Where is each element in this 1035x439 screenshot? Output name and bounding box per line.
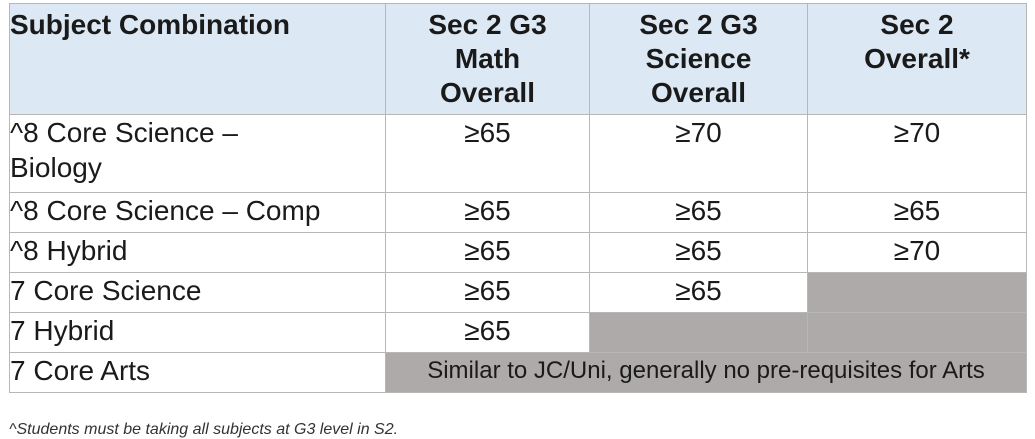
- overall-value: ≥65: [807, 192, 1027, 233]
- header-line: Math: [454, 43, 521, 74]
- row-label: 7 Hybrid: [9, 312, 386, 353]
- empty-cell: [807, 272, 1027, 313]
- empty-cell: [589, 312, 808, 353]
- footnote: ^Students must be taking all subjects at…: [9, 421, 399, 438]
- overall-value: ≥70: [807, 232, 1027, 273]
- math-value: ≥65: [385, 232, 590, 273]
- overall-value: ≥70: [807, 114, 1027, 193]
- table-row: 7 Hybrid ≥65: [9, 312, 1027, 353]
- header-line: Overall*: [864, 43, 970, 74]
- row-label-line: ^8 Core Science –: [10, 117, 238, 148]
- table-row: ^8 Core Science – Comp ≥65 ≥65 ≥65: [9, 192, 1027, 233]
- row-label: 7 Core Arts: [9, 352, 386, 393]
- header-line: Overall: [651, 77, 746, 108]
- subject-combination-table: Subject Combination Sec 2 G3 Math Overal…: [9, 3, 1027, 393]
- table-row: 7 Core Arts Similar to JC/Uni, generally…: [9, 352, 1027, 393]
- science-value: ≥65: [589, 272, 808, 313]
- header-subject-combination: Subject Combination: [9, 3, 386, 115]
- empty-cell: [807, 312, 1027, 353]
- math-value: ≥65: [385, 312, 590, 353]
- header-science-overall: Sec 2 G3 Science Overall: [589, 3, 808, 115]
- math-value: ≥65: [385, 192, 590, 233]
- row-label: ^8 Core Science – Biology: [9, 114, 386, 193]
- arts-note: Similar to JC/Uni, generally no pre-requ…: [385, 352, 1027, 393]
- header-overall: Sec 2 Overall*: [807, 3, 1027, 115]
- header-line: Overall: [440, 77, 535, 108]
- header-row: Subject Combination Sec 2 G3 Math Overal…: [9, 3, 1027, 115]
- header-line: Science: [645, 43, 752, 74]
- header-line: Sec 2 G3: [639, 9, 758, 40]
- science-value: ≥65: [589, 192, 808, 233]
- science-value: ≥70: [589, 114, 808, 193]
- header-line: Sec 2 G3: [428, 9, 547, 40]
- math-value: ≥65: [385, 272, 590, 313]
- row-label: ^8 Hybrid: [9, 232, 386, 273]
- header-line: Subject Combination: [10, 9, 290, 40]
- row-label-line: Biology: [10, 152, 102, 183]
- row-label: 7 Core Science: [9, 272, 386, 313]
- header-line: Sec 2: [880, 9, 954, 40]
- science-value: ≥65: [589, 232, 808, 273]
- table-row: ^8 Hybrid ≥65 ≥65 ≥70: [9, 232, 1027, 273]
- table-row: 7 Core Science ≥65 ≥65: [9, 272, 1027, 313]
- header-math-overall: Sec 2 G3 Math Overall: [385, 3, 590, 115]
- table-row: ^8 Core Science – Biology ≥65 ≥70 ≥70: [9, 114, 1027, 193]
- row-label: ^8 Core Science – Comp: [9, 192, 386, 233]
- math-value: ≥65: [385, 114, 590, 193]
